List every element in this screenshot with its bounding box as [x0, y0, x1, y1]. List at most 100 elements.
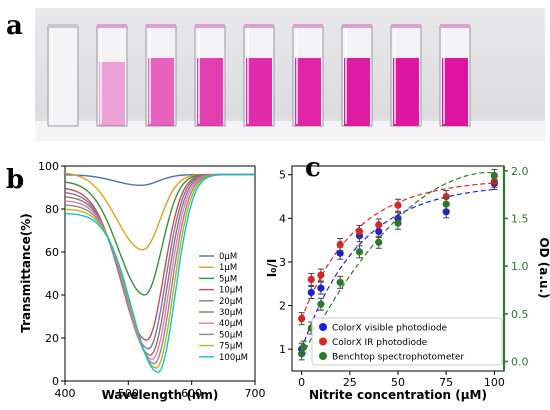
data-point	[336, 240, 344, 249]
data-point	[307, 275, 315, 284]
chart-c-data-points	[298, 169, 498, 361]
panel-letter-b: b	[6, 165, 24, 195]
legend-label: ColorX visible photodiode	[332, 324, 448, 334]
chart-b-x-label: Wavelength (nm)	[102, 388, 219, 402]
chart-c-right-ticks: 0.0 0.5 1.0 1.5 2.0	[504, 165, 529, 368]
x-tick-label: 400	[55, 387, 76, 400]
legend-label: 10μM	[219, 286, 243, 296]
right-tick-label: 0.0	[511, 355, 529, 368]
panel-letter-c: c	[305, 153, 321, 183]
chart-b-frame	[64, 165, 256, 382]
data-point	[336, 278, 344, 286]
legend-label: 0μM	[219, 252, 237, 262]
chart-c-y-label: I₀/I	[265, 259, 279, 278]
x-tick-label: 25	[343, 376, 357, 389]
legend-label: 30μM	[219, 308, 243, 318]
right-tick-label: 1.0	[511, 260, 529, 273]
x-tick-label: 700	[245, 387, 266, 400]
y-tick-label: 0	[52, 375, 59, 388]
x-tick-label: 500	[118, 387, 139, 400]
x-tick-label: 50	[391, 376, 405, 389]
legend-marker	[319, 337, 327, 346]
cuvette	[145, 24, 177, 127]
y-tick-label: 3	[279, 256, 286, 269]
cuvette-rim	[391, 24, 421, 28]
y-tick-label: 100	[38, 160, 59, 173]
legend-label: 5μM	[219, 274, 237, 284]
cuvette-rim	[293, 24, 323, 28]
cuvette-rim	[48, 24, 78, 28]
data-point	[355, 227, 364, 236]
cuvette-solution	[246, 58, 272, 126]
chart-b-y-ticks: 0 20 40 60 80 100	[38, 160, 65, 388]
legend-marker	[319, 352, 327, 360]
chart-c-legend-box	[311, 317, 503, 366]
legend-label: 50μM	[219, 330, 243, 340]
data-point	[298, 350, 306, 358]
data-point	[394, 201, 402, 209]
chart-b-series	[64, 172, 255, 374]
y-tick-label: 80	[45, 203, 59, 216]
x-tick-label: 600	[181, 387, 202, 400]
y-tick-label: 60	[45, 246, 59, 259]
data-point	[307, 288, 315, 297]
cuvette-rim	[440, 24, 470, 28]
y-tick-label: 1	[279, 343, 286, 356]
legend-label: 40μM	[219, 319, 243, 329]
legend-label: ColorX IR photodiode	[332, 338, 428, 348]
cuvette-solution	[197, 58, 223, 126]
data-point	[394, 219, 402, 227]
y-tick-label: 20	[45, 332, 59, 345]
data-point	[317, 300, 325, 308]
data-point	[336, 249, 344, 257]
x-tick-label: 100	[484, 376, 505, 389]
cuvette-solution	[344, 58, 370, 126]
chart-b-y-label: Transmittance(%)	[19, 213, 33, 333]
cuvette	[47, 24, 79, 127]
chart-c-right-label: OD (a.u.)	[537, 237, 550, 298]
series-line	[64, 173, 255, 374]
cuvette-rim	[195, 24, 225, 28]
data-point	[375, 238, 383, 246]
cuvette-solution	[148, 58, 174, 126]
nitrite-calibration-chart: 0 25 50 75 100 1 2 3 4 5 0.0 0.5 1.0 1.5 2.0 ColorX …	[265, 165, 550, 402]
legend-label: 20μM	[219, 297, 243, 307]
cuvette-rim	[146, 24, 176, 28]
chart-c-legend: ColorX visible photodiode ColorX IR photo…	[311, 317, 503, 366]
cuvette	[96, 24, 128, 127]
panel-letter-a: a	[6, 11, 23, 41]
cuvette-solution	[295, 58, 321, 126]
cuvette-solution	[442, 58, 468, 126]
cuvette-rim	[244, 24, 274, 28]
legend-marker	[319, 323, 327, 331]
right-tick-label: 1.5	[511, 212, 529, 225]
cuvette-solution	[393, 58, 419, 126]
data-point	[490, 171, 498, 180]
legend-label: 1μM	[219, 263, 237, 273]
chart-c-x-label: Nitrite concentration (μM)	[309, 388, 487, 402]
series-line	[64, 173, 255, 186]
cuvette	[439, 24, 471, 127]
cuvette	[243, 24, 275, 127]
right-tick-label: 0.5	[511, 308, 529, 321]
cuvette	[341, 24, 373, 127]
y-tick-label: 40	[45, 289, 59, 302]
cuvette-row	[47, 24, 471, 127]
right-tick-label: 2.0	[511, 165, 529, 178]
legend-label: 75μM	[219, 342, 243, 352]
chart-c-y-ticks: 1 2 3 4 5	[279, 169, 292, 356]
data-point	[317, 271, 325, 279]
cuvette	[292, 24, 324, 127]
data-point	[442, 200, 450, 208]
y-tick-label: 4	[279, 212, 286, 225]
cuvette-rim	[342, 24, 372, 28]
x-tick-label: 0	[298, 376, 305, 389]
data-point	[317, 284, 325, 292]
y-tick-label: 5	[279, 169, 286, 182]
cuvette-rim	[97, 24, 127, 28]
panel-a-photo	[35, 8, 545, 141]
legend-label: 100μM	[219, 353, 248, 363]
